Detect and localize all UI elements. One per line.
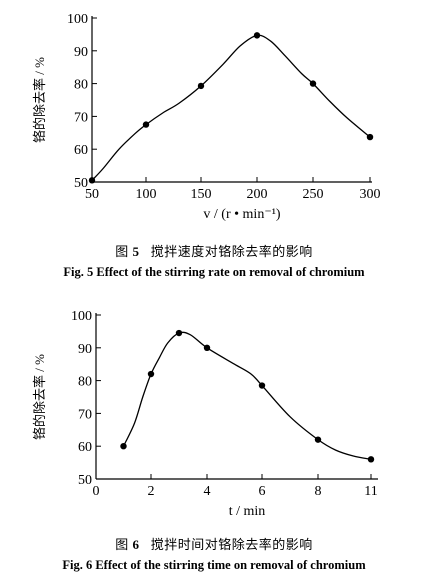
stirring-rate-chart: 50 60 70 80 90 100 50 100 150 200 250 300 铬的除去率 / % v… [32,12,381,222]
caption-text: 搅拌速度对铬除去率的影响 [150,244,313,259]
x-tick-label: 200 [247,187,268,202]
x-tick-label: 6 [259,484,266,499]
y-tick-label: 50 [74,176,88,191]
x-tick-label: 250 [303,187,324,202]
data-point [142,121,150,128]
series-line [122,331,372,460]
y-tick-label: 60 [74,143,88,158]
x-axis-label: v / (r • min⁻¹) [203,207,280,222]
figure-5-caption-cn: 图 5 搅拌速度对铬除去率的影响 [0,241,428,260]
x-tick-label: 100 [136,187,157,202]
data-point [314,436,322,443]
y-tick-label: 100 [67,12,88,27]
figure-6-caption-en: Fig. 6 Effect of the stirring time on re… [62,558,366,572]
x-tick-label: 300 [360,187,381,202]
x-tick-label: 0 [93,484,100,499]
y-tick-label: 50 [78,473,92,488]
data-point [88,177,96,184]
stirring-time-chart: 50 60 70 80 90 100 0 2 4 6 8 11 铬的除去率 / % t / min [32,309,378,519]
caption-prefix: 图 [115,244,129,259]
caption-prefix: 图 [115,537,129,552]
figure-6: 50 60 70 80 90 100 0 2 4 6 8 11 铬的除去率 / % t / min 图 6… [0,291,428,582]
y-tick-label: 90 [74,45,88,60]
y-tick-label: 80 [78,375,92,390]
data-point [366,133,374,141]
x-tick-label: 8 [315,484,322,499]
x-tick-label: 4 [204,484,211,499]
y-tick-label: 60 [78,440,92,455]
y-tick-label: 70 [74,110,88,125]
data-point [309,80,317,87]
series-line [91,34,371,181]
x-tick-label: 11 [364,484,377,499]
data-point [120,443,127,450]
data-point [258,382,266,389]
figure-6-caption-cn: 图 6 搅拌时间对铬除去率的影响 [0,534,428,553]
y-tick-label: 100 [71,309,92,324]
figure-5: 50 60 70 80 90 100 50 100 150 200 250 300 铬的除去率 / % v… [0,12,428,279]
data-point [147,370,155,378]
x-axis-label: t / min [229,504,266,519]
data-point [203,344,211,351]
y-tick-label: 90 [78,342,92,357]
figure-5-caption-en: Fig. 5 Effect of the stirring rate on re… [63,265,365,279]
y-axis-label: 铬的除去率 / % [32,354,47,440]
x-tick-label: 50 [85,187,99,202]
y-tick-label: 70 [78,407,92,422]
caption-number: 6 [132,537,140,552]
x-tick-label: 2 [148,484,155,499]
caption-text: 搅拌时间对铬除去率的影响 [150,537,313,552]
x-tick-label: 150 [191,187,212,202]
data-point [367,456,375,463]
data-point [197,82,205,90]
data-point [253,32,261,39]
y-axis-label: 铬的除去率 / % [32,57,47,143]
caption-number: 5 [132,244,140,259]
data-point [175,329,183,337]
y-tick-label: 80 [74,78,88,93]
